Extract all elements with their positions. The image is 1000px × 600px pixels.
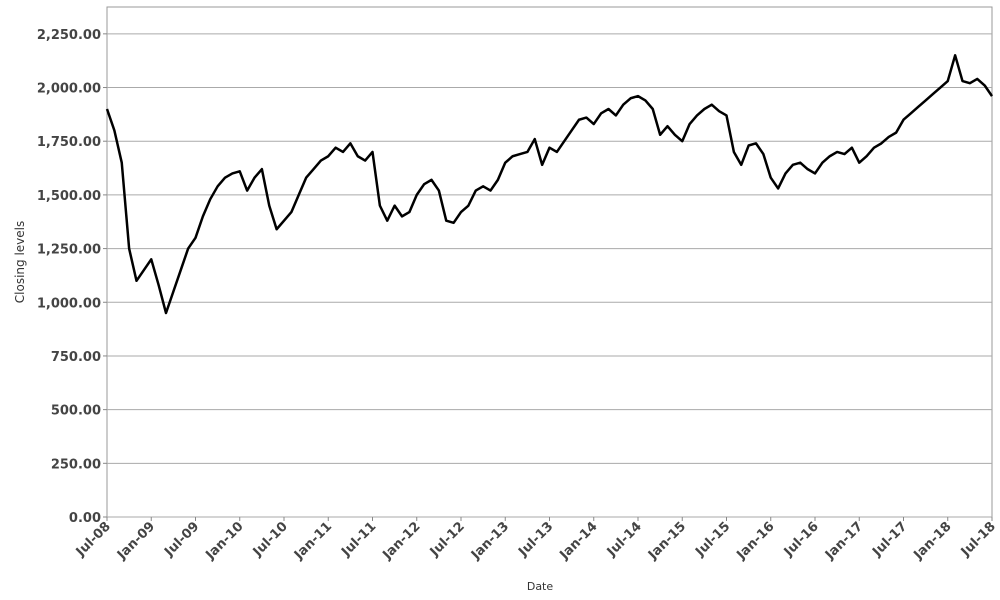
y-tick-label: 2,000.00 [37, 82, 101, 97]
x-tick-label: Jan-11 [291, 519, 335, 563]
x-tick-label: Jan-12 [379, 519, 423, 563]
x-tick-label: Jul-13 [515, 519, 556, 560]
y-axis-label: Closing levels [13, 221, 27, 303]
x-tick-label: Jan-10 [202, 519, 246, 563]
x-tick-label: Jan-15 [645, 519, 689, 563]
x-tick-label: Jan-13 [468, 519, 512, 563]
x-tick-label: Jan-17 [822, 519, 866, 563]
x-tick-label: Jul-12 [427, 519, 468, 560]
x-tick-label: Jan-16 [733, 519, 777, 563]
y-tick-label: 0.00 [69, 511, 101, 526]
y-tick-label: 1,000.00 [37, 296, 101, 311]
y-tick-label: 1,250.00 [37, 243, 101, 258]
x-tick-label: Jul-18 [958, 519, 999, 560]
x-tick-label: Jan-18 [910, 519, 954, 563]
x-tick-label: Jul-11 [338, 519, 379, 560]
x-tick-label: Jul-09 [161, 519, 202, 560]
y-tick-label: 500.00 [51, 404, 101, 419]
plot-area [106, 6, 993, 518]
y-tick-label: 1,500.00 [37, 189, 101, 204]
x-tick-label: Jul-17 [869, 519, 910, 560]
x-tick-label: Jul-14 [604, 519, 645, 560]
x-tick-label: Jul-10 [250, 519, 291, 560]
x-tick-label: Jul-15 [692, 519, 733, 560]
x-tick-label: Jan-14 [556, 519, 600, 563]
x-tick-label: Jan-09 [114, 519, 158, 563]
y-tick-label: 2,250.00 [37, 28, 101, 43]
x-axis-label: Date [527, 580, 554, 593]
y-tick-label: 250.00 [51, 457, 101, 472]
x-tick-label: Jul-16 [781, 519, 822, 560]
y-tick-label: 1,750.00 [37, 135, 101, 150]
y-tick-label: 750.00 [51, 350, 101, 365]
line [105, 54, 994, 315]
